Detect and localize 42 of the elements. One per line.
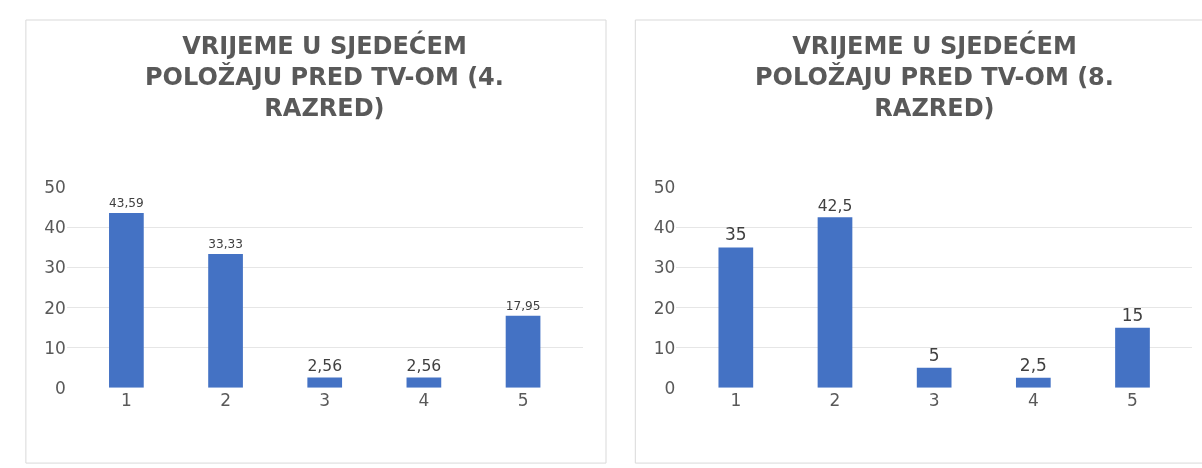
data-label: 35 — [725, 224, 747, 245]
y-tick-label: 50 — [44, 177, 66, 198]
x-tick-label: 4 — [1027, 389, 1039, 410]
chart-title: VRIJEME U SJEDEĆEM POLOŽAJU PRED TV-OM (8. RAZRED) — [755, 30, 1114, 123]
x-tick-label: 1 — [120, 389, 132, 410]
bar — [817, 217, 853, 388]
y-tick-label: 20 — [44, 297, 66, 318]
y-tick-label: 30 — [44, 257, 66, 278]
bar — [1115, 327, 1150, 388]
y-tick-label: 40 — [44, 217, 66, 238]
x-tick-label: 4 — [418, 389, 430, 410]
x-tick-label: 3 — [928, 389, 940, 410]
data-label: 33,33 — [208, 237, 243, 252]
x-tick-label: 5 — [1127, 389, 1138, 410]
y-tick-label: 20 — [653, 297, 676, 318]
data-label: 42,5 — [817, 196, 853, 215]
bar — [916, 367, 952, 388]
bar — [208, 254, 243, 388]
x-tick-label: 2 — [829, 389, 841, 410]
bar — [718, 247, 754, 388]
y-tick-label: 0 — [55, 377, 66, 398]
data-label: 2,5 — [1019, 354, 1047, 375]
y-tick-label: 0 — [664, 377, 676, 398]
y-tick-label: 30 — [653, 257, 676, 278]
data-label: 2,56 — [307, 356, 343, 375]
data-label: 2,56 — [406, 356, 442, 375]
data-label: 17,95 — [505, 298, 541, 313]
data-label: 15 — [1121, 304, 1144, 325]
x-tick-label: 2 — [220, 389, 231, 410]
data-label: 43,59 — [109, 196, 144, 211]
y-tick-label: 10 — [44, 337, 66, 358]
x-tick-label: 3 — [319, 389, 331, 410]
bar — [505, 315, 541, 388]
y-tick-label: 50 — [653, 177, 676, 198]
data-label: 5 — [928, 344, 940, 365]
y-tick-label: 10 — [653, 337, 676, 358]
x-tick-label: 1 — [730, 389, 742, 410]
chart-title: VRIJEME U SJEDEĆEM POLOŽAJU PRED TV-OM (4. RAZRED) — [145, 30, 504, 123]
x-tick-label: 5 — [517, 389, 529, 410]
bar — [1015, 377, 1051, 388]
bar — [109, 212, 144, 388]
y-tick-label: 40 — [653, 217, 676, 238]
